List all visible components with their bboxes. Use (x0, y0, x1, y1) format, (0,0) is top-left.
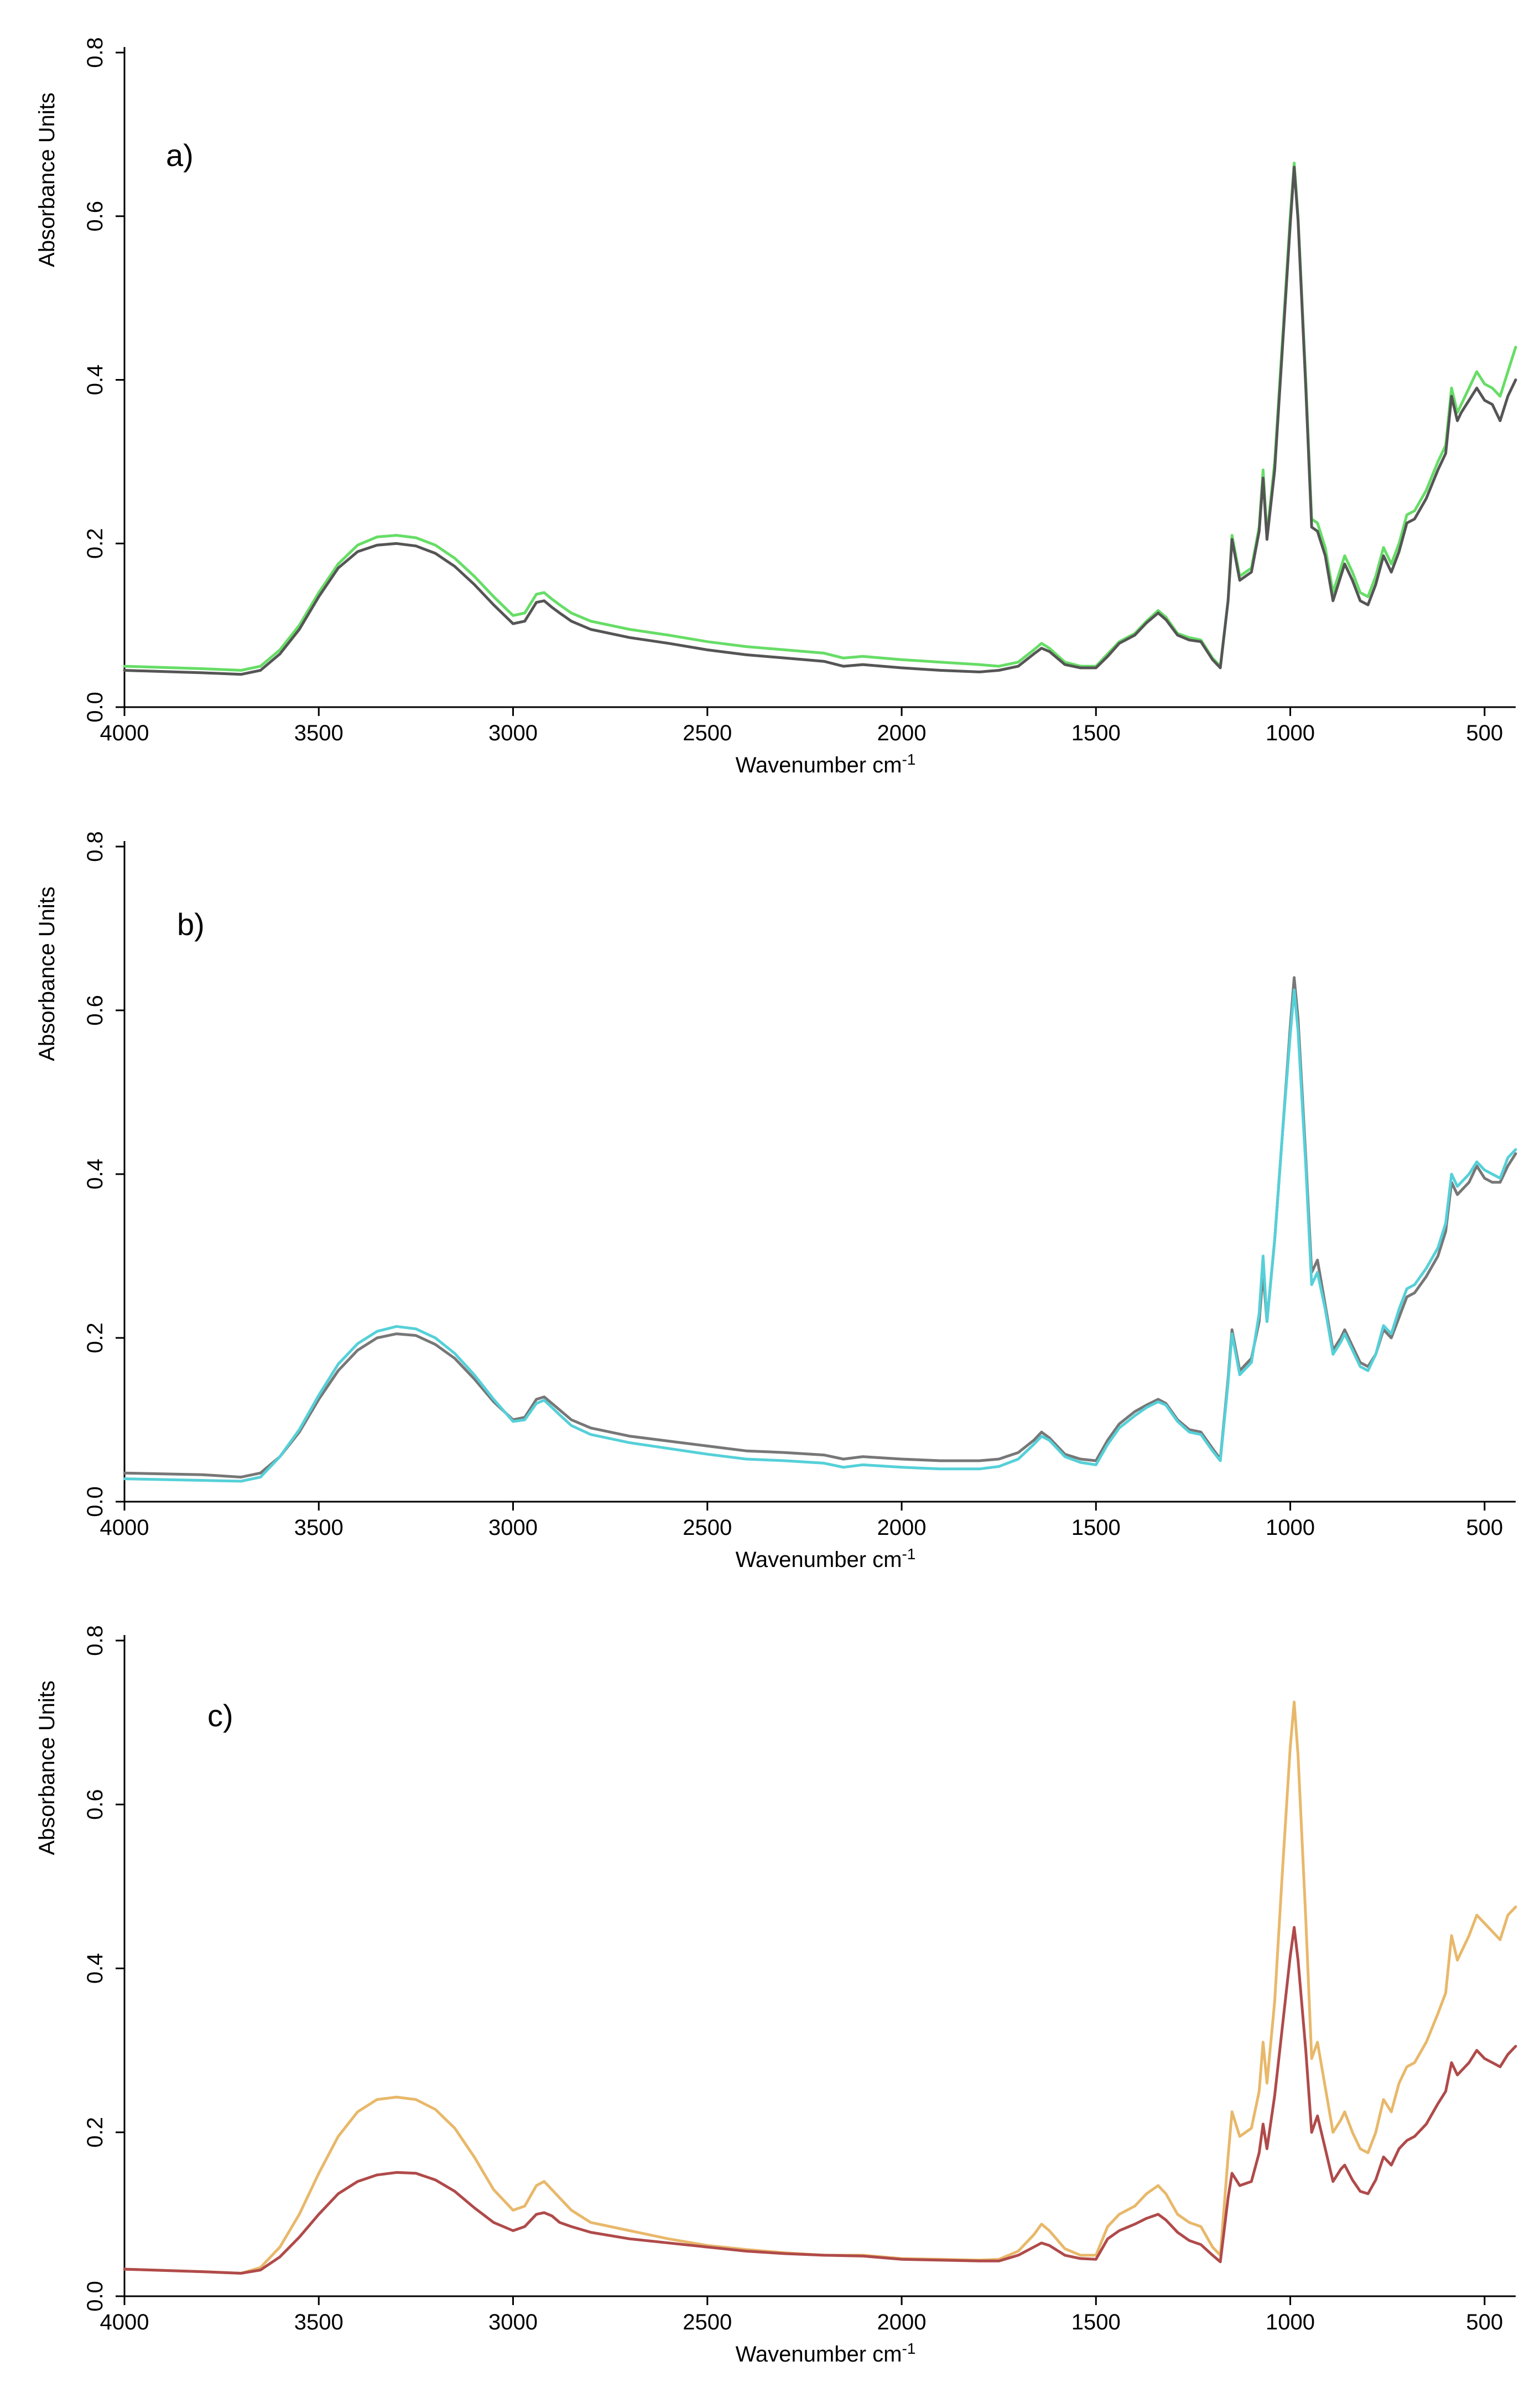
charts-container: 0.0 0.2 0.4 0.6 0.8 4000 3500 3000 2500 2000 1500 1… (35, 37, 1517, 2367)
y-tick-label: 0.6 (83, 201, 107, 232)
x-tick-label: 2000 (877, 2310, 927, 2334)
x-tick-label: 3000 (488, 721, 538, 745)
x-tick-label: 2000 (877, 721, 927, 745)
y-tick-label: 0.0 (83, 1486, 107, 1517)
x-axis-title: Wavenumber cm-1 (736, 1545, 916, 1572)
x-axis-title-text: Wavenumber cm (736, 753, 902, 777)
y-tick-label: 0.0 (83, 692, 107, 723)
x-tick-label: 2500 (683, 2310, 732, 2334)
y-tick-label: 0.4 (83, 1953, 107, 1984)
x-tick-label: 1500 (1071, 721, 1121, 745)
x-tick-label: 3000 (488, 1516, 538, 1540)
y-tick-label: 0.6 (83, 1789, 107, 1820)
y-tick-label: 0.6 (83, 995, 107, 1026)
x-tick-label: 1000 (1266, 721, 1315, 745)
x-axis-title-superscript: -1 (902, 1545, 915, 1563)
panel-label: a) (166, 138, 194, 173)
x-axis-title-text: Wavenumber cm (736, 2342, 902, 2367)
x-tick-label: 3500 (294, 721, 344, 745)
x-tick-label: 3500 (294, 1516, 344, 1540)
chart-panel-2: 0.0 0.2 0.4 0.6 0.8 4000 3500 3000 2500 2000 1500 1… (35, 831, 1517, 1572)
x-tick-label: 2500 (683, 1516, 732, 1540)
series-line-1 (123, 162, 1517, 672)
x-axis-title-superscript: -1 (902, 2340, 915, 2357)
x-tick-label: 500 (1466, 2310, 1503, 2334)
y-tick-label: 0.4 (83, 365, 107, 396)
x-tick-label: 1000 (1266, 2310, 1315, 2334)
y-tick-label: 0.8 (83, 1625, 107, 1656)
y-axis-title: Absorbance Units (35, 1680, 59, 1855)
series-line-2 (123, 165, 1517, 676)
x-axis-title-superscript: -1 (902, 751, 915, 768)
y-tick-label: 0.8 (83, 37, 107, 68)
panel-label: b) (177, 907, 205, 942)
panel-label: c) (207, 1698, 233, 1733)
series-line-2 (123, 1926, 1517, 2275)
x-tick-label: 3500 (294, 2310, 344, 2334)
x-tick-label: 1000 (1266, 1516, 1315, 1540)
chart-panel-1: 0.0 0.2 0.4 0.6 0.8 4000 3500 3000 2500 2000 1500 1… (35, 37, 1517, 777)
x-tick-label: 4000 (100, 721, 149, 745)
x-axis-title: Wavenumber cm-1 (736, 2340, 916, 2367)
y-tick-label: 0.4 (83, 1159, 107, 1190)
series-line-2 (123, 988, 1517, 1483)
y-tick-label: 0.0 (83, 2281, 107, 2312)
y-axis-title: Absorbance Units (35, 92, 59, 267)
x-tick-label: 3000 (488, 2310, 538, 2334)
y-axis-title: Absorbance Units (35, 886, 59, 1061)
x-axis-title: Wavenumber cm-1 (736, 751, 916, 777)
x-tick-label: 500 (1466, 1516, 1503, 1540)
x-tick-label: 2500 (683, 721, 732, 745)
x-tick-label: 500 (1466, 721, 1503, 745)
y-tick-label: 0.2 (83, 2117, 107, 2148)
x-tick-label: 1500 (1071, 2310, 1121, 2334)
x-tick-label: 4000 (100, 2310, 149, 2334)
x-tick-label: 4000 (100, 1516, 149, 1540)
y-tick-label: 0.2 (83, 528, 107, 559)
series-line-1 (123, 1700, 1517, 2275)
y-tick-label: 0.2 (83, 1322, 107, 1353)
x-tick-label: 1500 (1071, 1516, 1121, 1540)
y-tick-label: 0.8 (83, 831, 107, 862)
chart-panel-3: 0.0 0.2 0.4 0.6 0.8 4000 3500 3000 2500 2000 1500 1… (35, 1625, 1517, 2367)
x-axis-title-text: Wavenumber cm (736, 1548, 902, 1572)
x-tick-label: 2000 (877, 1516, 927, 1540)
